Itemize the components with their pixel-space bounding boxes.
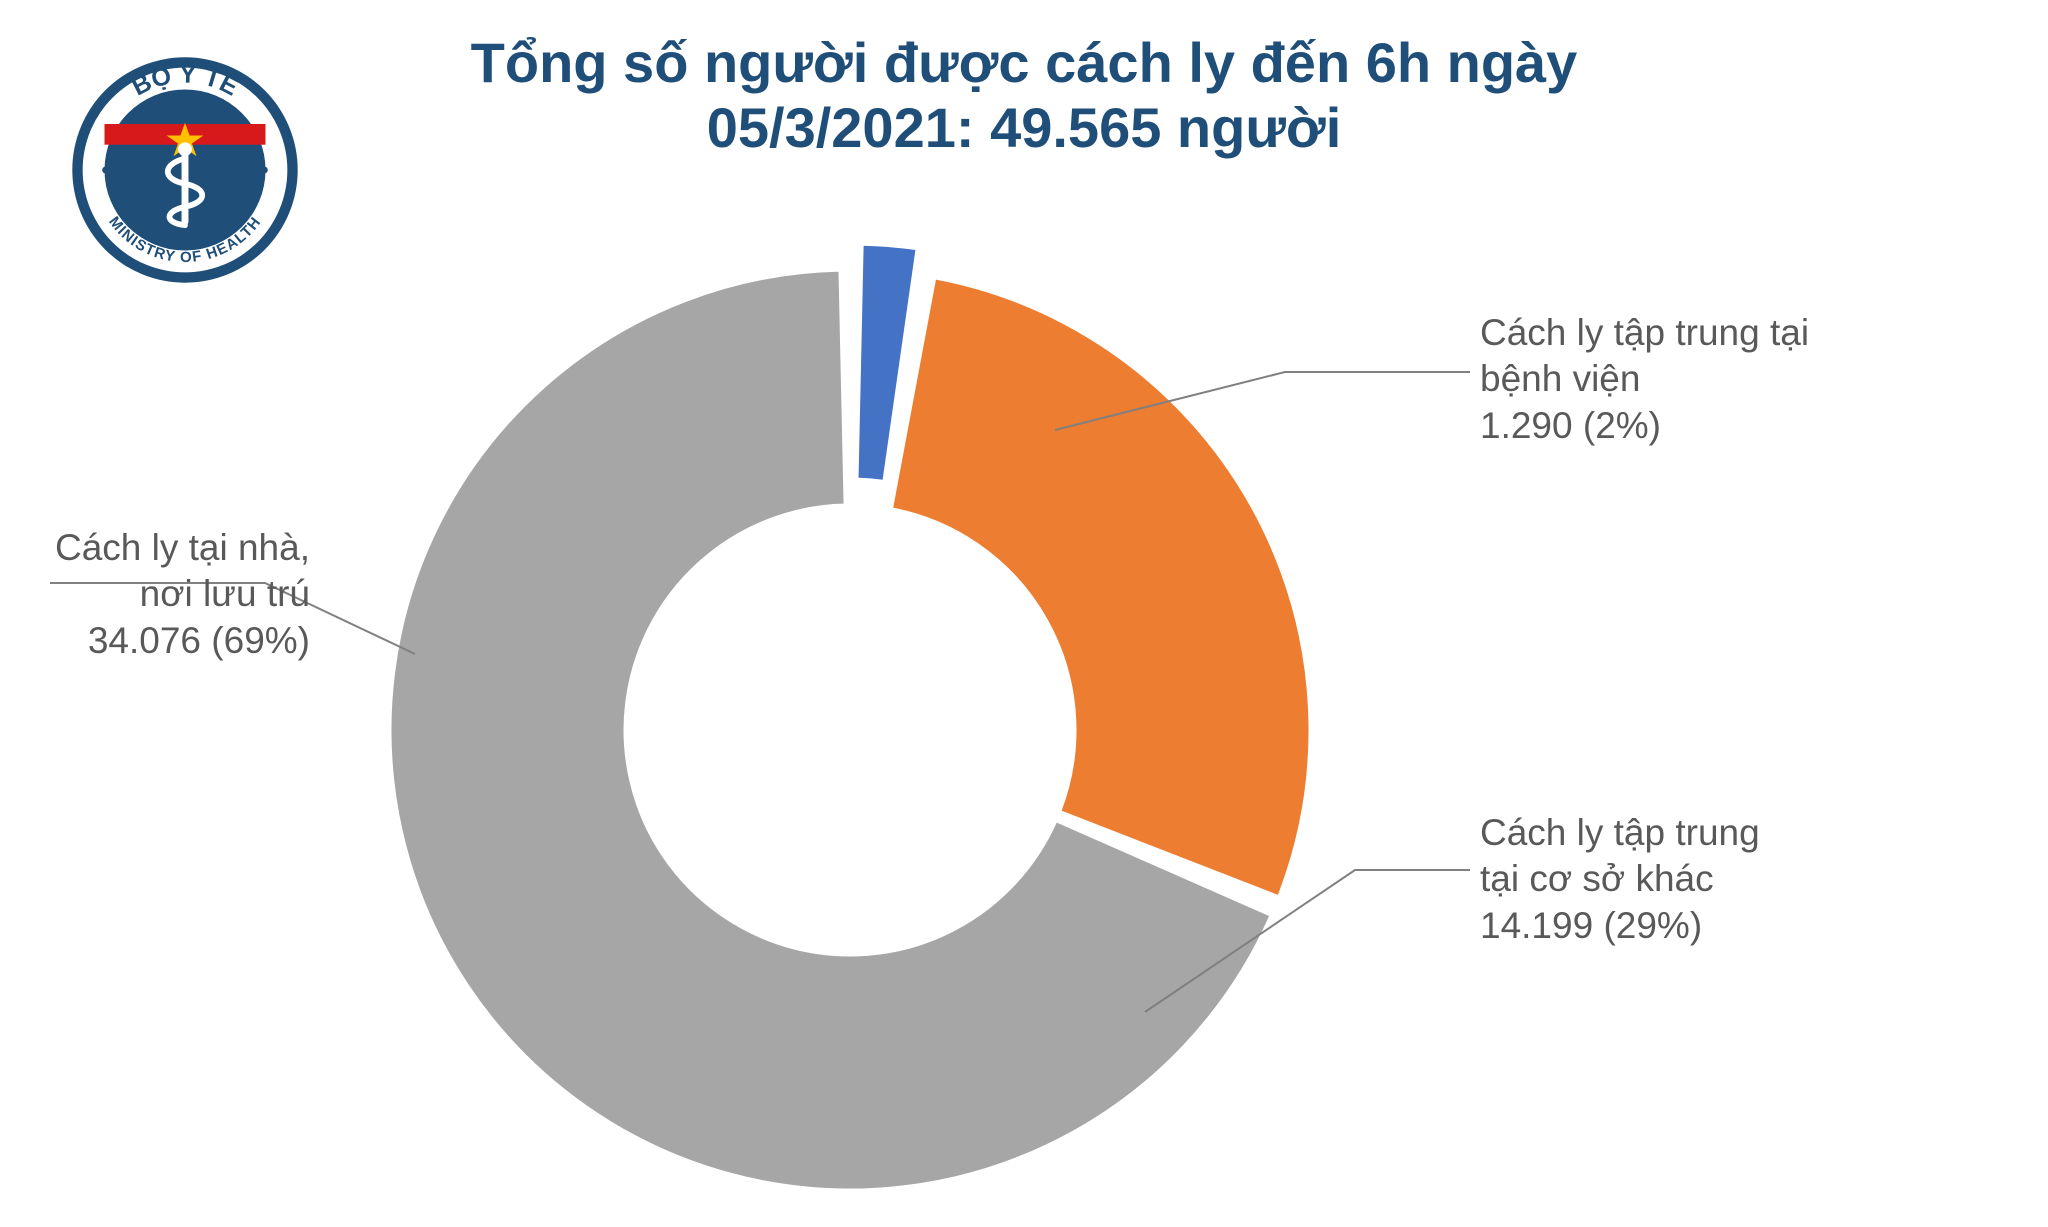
chart-container: BỘ Y TẾ MINISTRY OF HEALTH Tổng số người… [0,0,2048,1227]
leader-hospital [1055,372,1470,430]
slice-other_facility [891,278,1310,897]
slice-hospital [857,244,917,481]
slice-home [390,270,1271,1190]
label-home: Cách ly tại nhà, nơi lưu trú 34.076 (69%… [55,525,310,664]
leader-other_facility [1145,870,1470,1012]
label-hospital: Cách ly tập trung tại bệnh viện 1.290 (2… [1480,310,1809,449]
label-other_facility: Cách ly tập trung tại cơ sở khác 14.199 … [1480,810,1760,949]
chart-title: Tổng số người được cách ly đến 6h ngày 0… [0,30,2048,160]
